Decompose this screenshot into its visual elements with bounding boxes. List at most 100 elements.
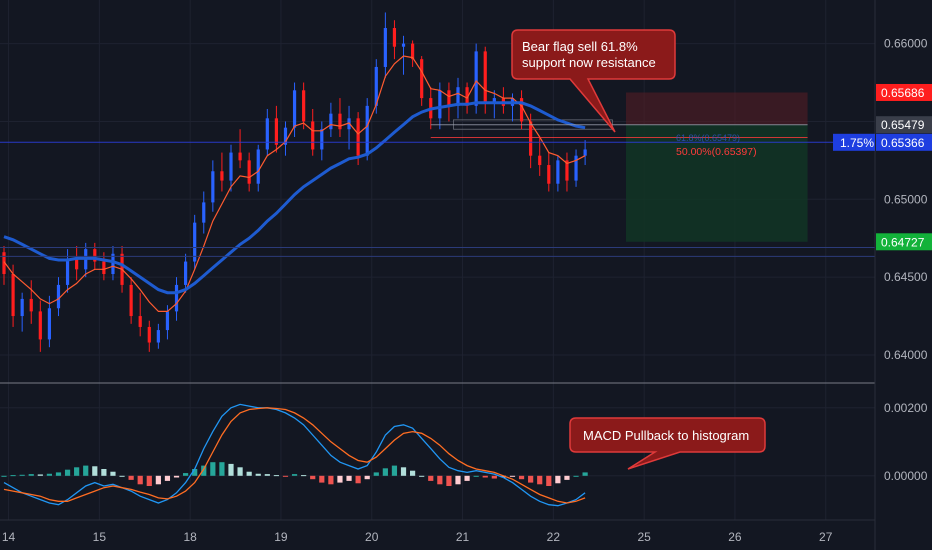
histogram-bar-56[interactable] bbox=[509, 475, 516, 477]
candle-body-58[interactable] bbox=[529, 121, 533, 156]
histogram-bar-27[interactable] bbox=[246, 471, 252, 476]
candle-body-33[interactable] bbox=[302, 90, 306, 122]
candle-body-0[interactable] bbox=[2, 252, 6, 275]
candle-body-29[interactable] bbox=[265, 118, 269, 150]
candle-body-6[interactable] bbox=[56, 284, 61, 309]
bear-flag-callout[interactable]: Bear flag sell 61.8% support now resista… bbox=[511, 29, 676, 133]
candle-body-53[interactable] bbox=[483, 51, 487, 103]
histogram-bar-39[interactable] bbox=[355, 475, 361, 484]
candle-body-48[interactable] bbox=[438, 90, 442, 119]
candle-body-26[interactable] bbox=[238, 152, 242, 161]
candle-body-41[interactable] bbox=[374, 66, 378, 106]
histogram-bar-21[interactable] bbox=[192, 469, 198, 476]
histogram-bar-64[interactable] bbox=[582, 472, 588, 476]
histogram-bar-34[interactable] bbox=[310, 475, 316, 480]
candle-body-28[interactable] bbox=[256, 149, 260, 184]
macd-panel[interactable] bbox=[1, 403, 588, 507]
histogram-bar-46[interactable] bbox=[419, 475, 425, 477]
candle-body-61[interactable] bbox=[556, 160, 560, 184]
candle-body-24[interactable] bbox=[220, 171, 224, 181]
candle-body-45[interactable] bbox=[411, 43, 415, 60]
histogram-bar-8[interactable] bbox=[74, 467, 80, 476]
histogram-bar-50[interactable] bbox=[455, 475, 461, 485]
histogram-bar-28[interactable] bbox=[255, 473, 261, 476]
histogram-bar-42[interactable] bbox=[382, 468, 388, 476]
histogram-bar-60[interactable] bbox=[546, 475, 552, 486]
histogram-bar-20[interactable] bbox=[183, 473, 189, 476]
histogram-bar-17[interactable] bbox=[155, 475, 161, 485]
macd-callout[interactable]: MACD Pullback to histogram bbox=[569, 417, 766, 470]
candle-body-54[interactable] bbox=[492, 98, 496, 103]
histogram-bar-53[interactable] bbox=[482, 475, 488, 478]
candle-body-25[interactable] bbox=[229, 152, 233, 181]
histogram-bar-26[interactable] bbox=[237, 467, 243, 476]
histogram-bar-63[interactable] bbox=[573, 475, 579, 477]
candle-body-4[interactable] bbox=[38, 311, 42, 340]
histogram-bar-37[interactable] bbox=[337, 475, 343, 483]
candle-body-18[interactable] bbox=[165, 311, 170, 331]
candle-body-22[interactable] bbox=[202, 202, 206, 223]
candle-body-30[interactable] bbox=[274, 118, 278, 145]
histogram-bar-13[interactable] bbox=[119, 475, 125, 477]
histogram-bar-45[interactable] bbox=[410, 470, 416, 476]
candle-body-51[interactable] bbox=[465, 87, 469, 106]
candle-body-3[interactable] bbox=[29, 298, 33, 312]
candle-body-60[interactable] bbox=[547, 165, 551, 184]
candle-body-32[interactable] bbox=[292, 90, 297, 128]
histogram-bar-55[interactable] bbox=[500, 475, 506, 478]
candle-body-35[interactable] bbox=[320, 129, 324, 150]
histogram-bar-29[interactable] bbox=[264, 474, 270, 476]
candle-body-62[interactable] bbox=[565, 160, 569, 181]
histogram-bar-0[interactable] bbox=[1, 475, 7, 477]
candle-body-36[interactable] bbox=[329, 113, 333, 130]
candle-body-39[interactable] bbox=[356, 118, 360, 156]
candle-body-7[interactable] bbox=[65, 258, 70, 285]
candle-body-57[interactable] bbox=[519, 98, 524, 122]
candle-body-42[interactable] bbox=[383, 28, 387, 67]
candles[interactable] bbox=[2, 12, 587, 352]
histogram-bar-35[interactable] bbox=[319, 475, 325, 483]
histogram-bar-18[interactable] bbox=[164, 475, 171, 481]
histogram-bar-38[interactable] bbox=[346, 475, 352, 481]
candle-body-14[interactable] bbox=[129, 284, 133, 317]
histogram-bar-16[interactable] bbox=[146, 475, 152, 486]
candle-body-31[interactable] bbox=[283, 127, 288, 145]
histogram-bar-33[interactable] bbox=[301, 475, 307, 477]
candle-body-27[interactable] bbox=[247, 160, 251, 184]
candle-body-46[interactable] bbox=[420, 59, 424, 99]
histogram-bar-58[interactable] bbox=[528, 475, 534, 483]
histogram-bar-25[interactable] bbox=[228, 463, 234, 476]
histogram-bar-2[interactable] bbox=[19, 474, 25, 476]
histogram-bar-10[interactable] bbox=[92, 466, 98, 476]
histogram-bar-11[interactable] bbox=[101, 469, 107, 476]
candle-body-49[interactable] bbox=[447, 90, 451, 106]
candle-body-63[interactable] bbox=[574, 155, 578, 181]
histogram-bar-7[interactable] bbox=[64, 469, 71, 476]
histogram-bar-51[interactable] bbox=[464, 475, 470, 481]
candle-body-8[interactable] bbox=[75, 258, 79, 270]
candle-body-11[interactable] bbox=[102, 261, 106, 275]
histogram-bar-12[interactable] bbox=[110, 471, 116, 476]
histogram-bar-31[interactable] bbox=[282, 475, 289, 477]
histogram-bar-48[interactable] bbox=[437, 475, 443, 485]
histogram-bar-22[interactable] bbox=[201, 465, 207, 476]
histogram-bar-52[interactable] bbox=[473, 475, 479, 477]
candle-body-12[interactable] bbox=[111, 253, 115, 275]
histogram-bar-23[interactable] bbox=[210, 462, 216, 476]
candle-body-40[interactable] bbox=[365, 105, 369, 156]
candle-body-50[interactable] bbox=[456, 87, 460, 106]
histogram-bar-14[interactable] bbox=[128, 475, 134, 480]
candle-body-1[interactable] bbox=[11, 274, 15, 317]
histogram-bar-15[interactable] bbox=[137, 475, 143, 485]
histogram-bar-3[interactable] bbox=[28, 474, 34, 476]
histogram-bar-61[interactable] bbox=[555, 475, 561, 484]
histogram-bar-40[interactable] bbox=[364, 475, 370, 480]
histogram-bar-24[interactable] bbox=[219, 462, 225, 476]
candle-body-20[interactable] bbox=[184, 261, 188, 285]
candle-body-37[interactable] bbox=[338, 113, 342, 130]
candle-body-17[interactable] bbox=[156, 330, 160, 343]
histogram-bar-57[interactable] bbox=[518, 475, 525, 480]
histogram-bar-49[interactable] bbox=[446, 475, 452, 486]
candle-body-2[interactable] bbox=[20, 298, 24, 317]
histogram-bar-44[interactable] bbox=[400, 467, 407, 476]
